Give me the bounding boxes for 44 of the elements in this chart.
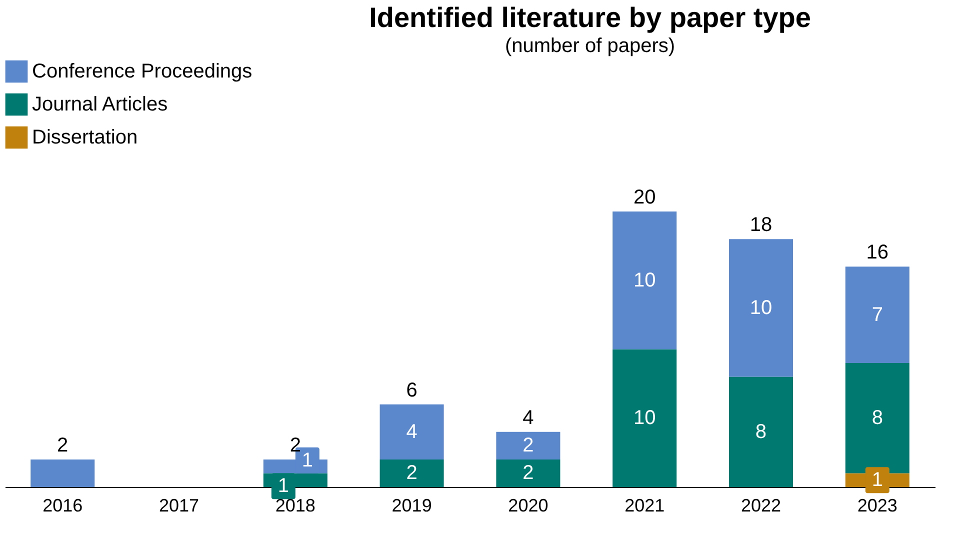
x-tick-label: 2019 xyxy=(392,496,432,516)
x-tick-label: 2023 xyxy=(857,496,898,516)
total-label: 18 xyxy=(750,214,772,236)
data-label: 10 xyxy=(633,407,656,430)
legend-label: Dissertation xyxy=(32,126,138,148)
bar xyxy=(845,363,910,474)
bar xyxy=(612,212,677,350)
data-label: 7 xyxy=(872,304,883,326)
total-label: 2 xyxy=(57,434,68,456)
data-label: 1 xyxy=(278,475,289,498)
total-label: 6 xyxy=(406,379,418,402)
total-label: 4 xyxy=(522,406,534,429)
x-tick-label: 2016 xyxy=(42,496,83,516)
bar xyxy=(496,432,560,460)
x-tick-label: 2017 xyxy=(158,496,200,516)
bar xyxy=(845,266,910,364)
chart-subtitle: (number of papers) xyxy=(504,35,676,57)
data-label: 1 xyxy=(302,449,313,472)
data-label: 1 xyxy=(872,469,883,492)
data-label: 2 xyxy=(522,462,534,484)
total-label: 16 xyxy=(866,242,889,264)
x-tick-label: 2022 xyxy=(740,496,782,516)
data-label: 4 xyxy=(406,420,418,443)
total-label: 2 xyxy=(290,434,301,456)
x-tick-label: 2020 xyxy=(508,496,548,516)
bar xyxy=(612,349,677,487)
total-label: 20 xyxy=(633,186,656,209)
data-label: 10 xyxy=(633,269,656,292)
data-label: 10 xyxy=(750,296,772,319)
bar xyxy=(728,239,793,377)
x-tick-label: 2021 xyxy=(624,496,665,516)
bar xyxy=(30,459,95,487)
x-tick-label: 2018 xyxy=(275,496,316,516)
data-label: 8 xyxy=(755,420,767,443)
bar xyxy=(380,404,444,460)
data-label: 8 xyxy=(872,407,883,430)
data-label: 2 xyxy=(406,462,418,484)
bar xyxy=(496,459,560,487)
legend-label: Conference Proceedings xyxy=(32,60,252,82)
bar xyxy=(380,459,444,487)
chart-title: Identified literature by paper type xyxy=(369,2,811,33)
bar xyxy=(728,376,793,487)
data-label: 2 xyxy=(522,434,534,457)
legend-label: Journal Articles xyxy=(32,94,168,116)
